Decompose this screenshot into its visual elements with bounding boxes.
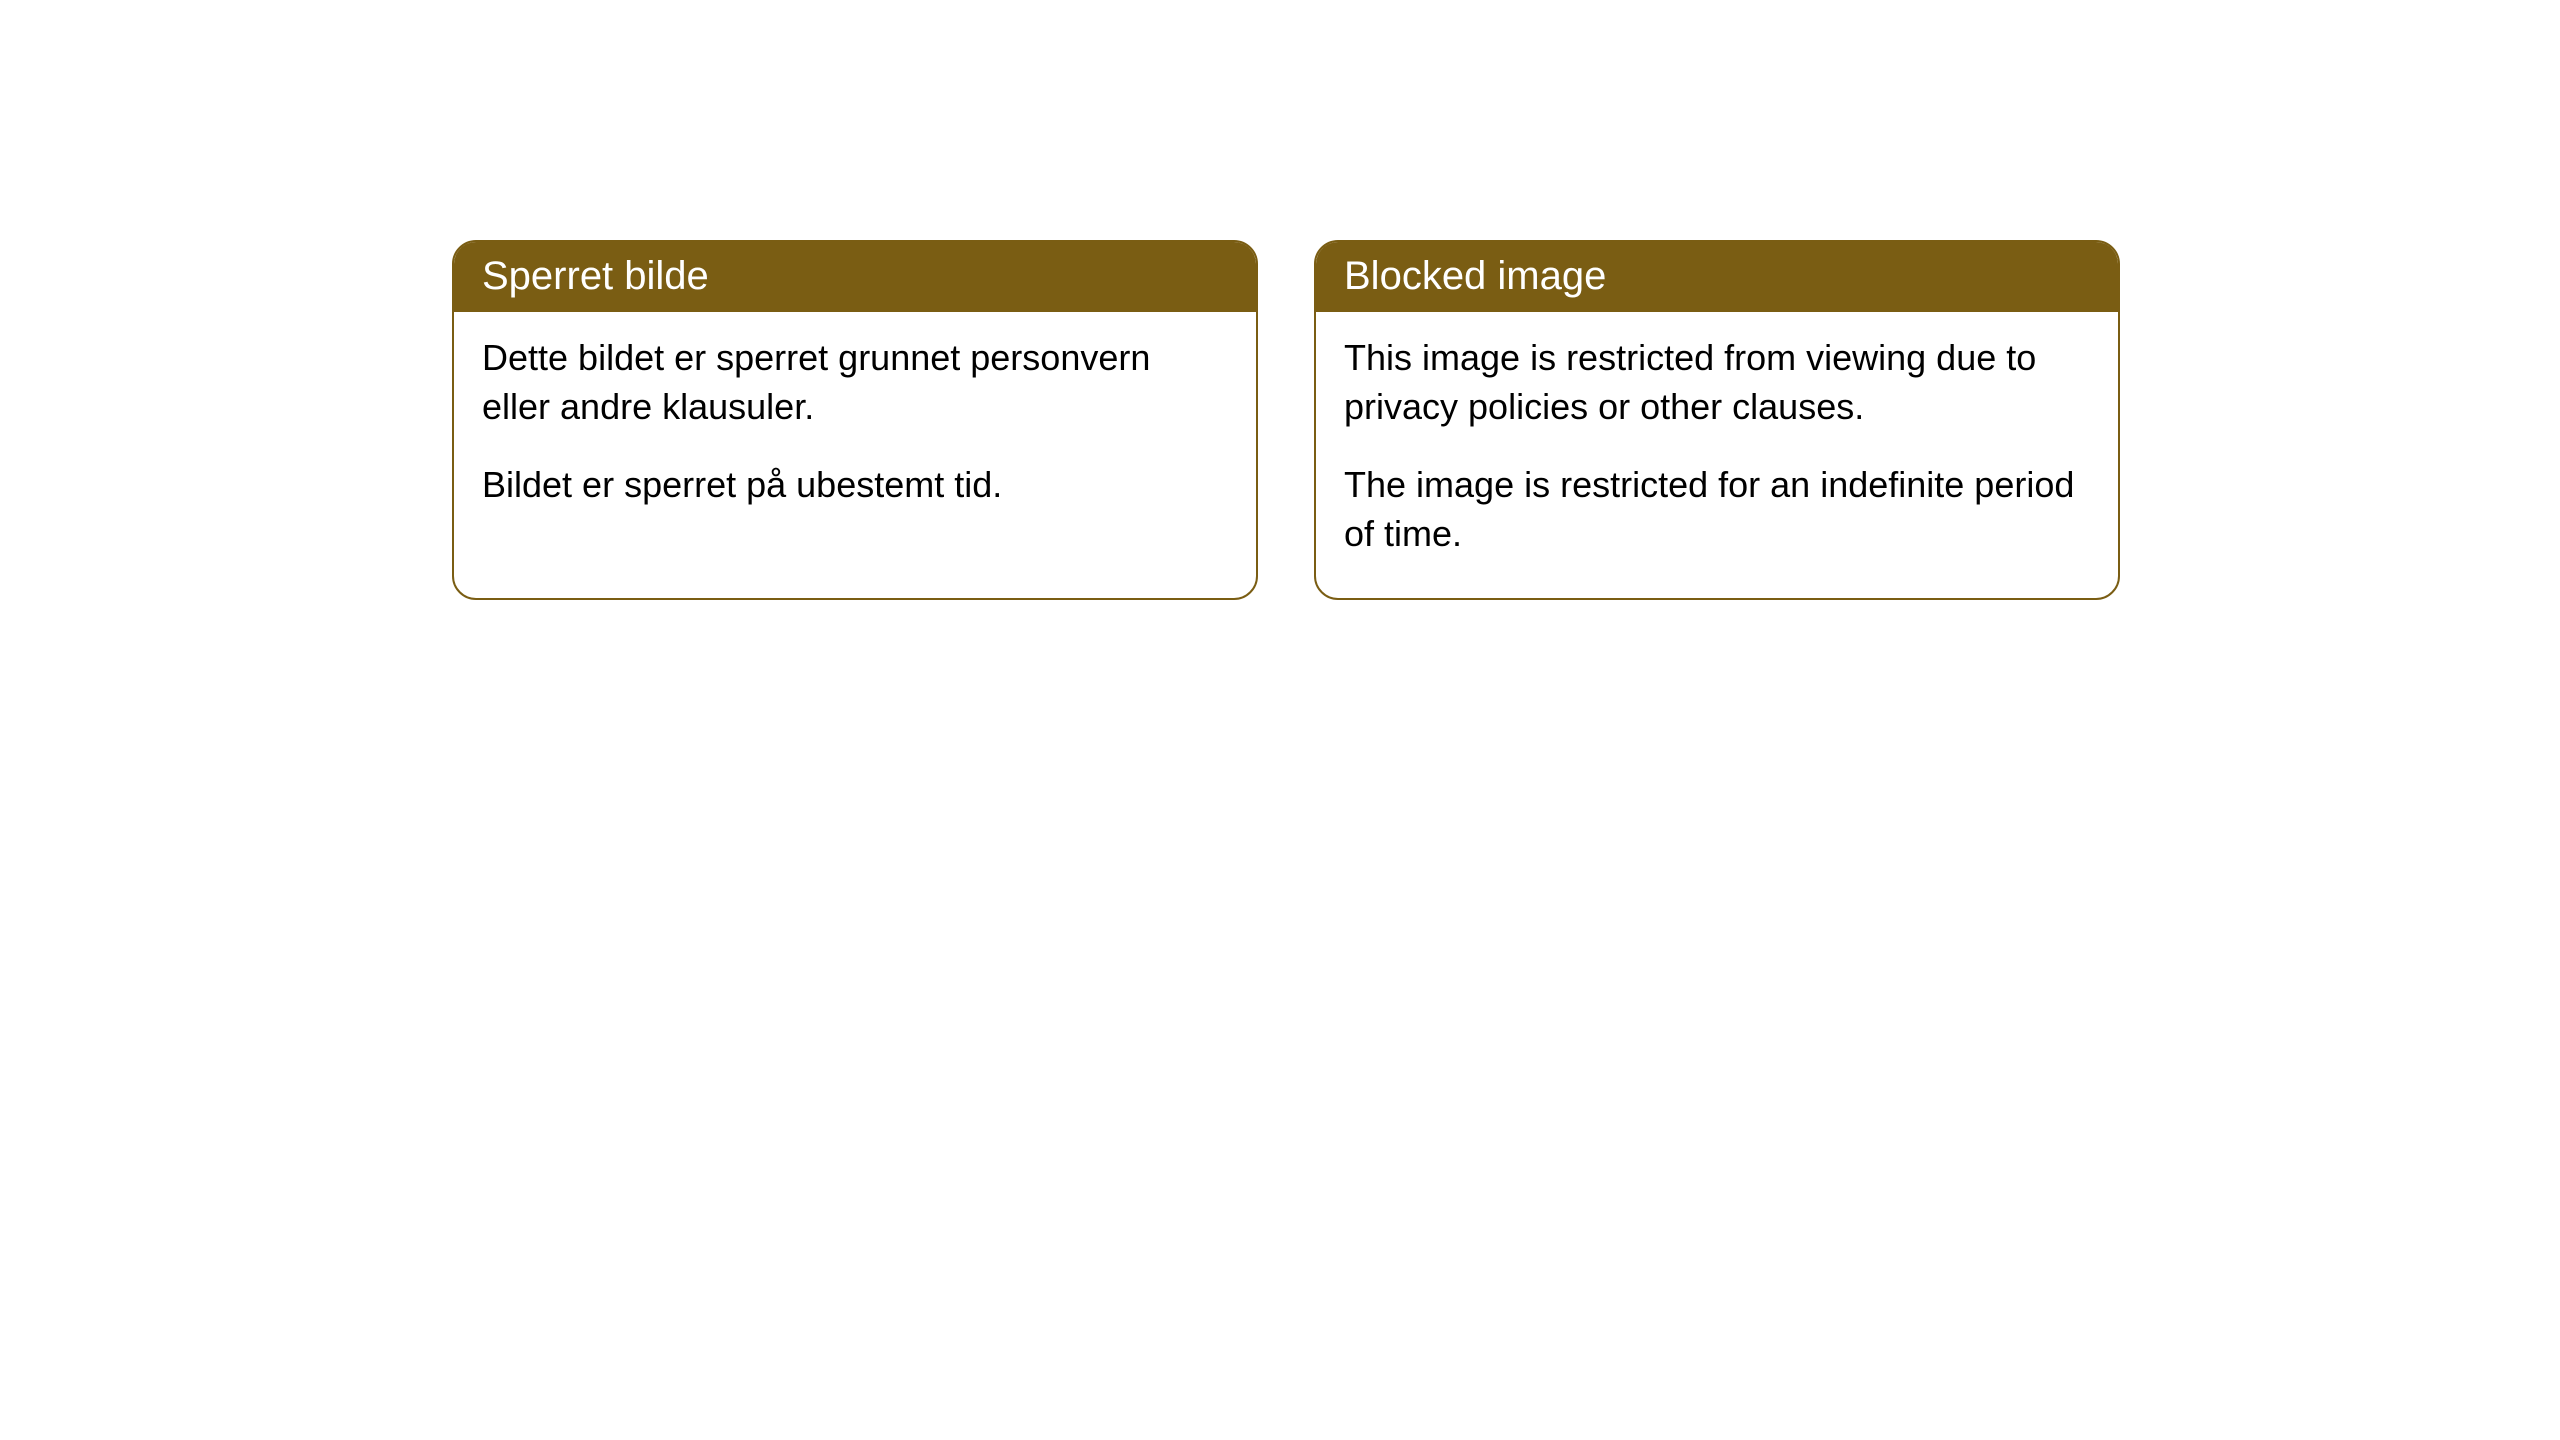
card-paragraph-2-no: Bildet er sperret på ubestemt tid.: [482, 461, 1228, 510]
blocked-image-card-en: Blocked image This image is restricted f…: [1314, 240, 2120, 600]
blocked-image-card-no: Sperret bilde Dette bildet er sperret gr…: [452, 240, 1258, 600]
card-paragraph-2-en: The image is restricted for an indefinit…: [1344, 461, 2090, 558]
card-body-en: This image is restricted from viewing du…: [1316, 312, 2118, 598]
card-paragraph-1-no: Dette bildet er sperret grunnet personve…: [482, 334, 1228, 431]
card-body-no: Dette bildet er sperret grunnet personve…: [454, 312, 1256, 550]
card-container: Sperret bilde Dette bildet er sperret gr…: [452, 240, 2120, 600]
card-header-no: Sperret bilde: [454, 242, 1256, 312]
card-header-en: Blocked image: [1316, 242, 2118, 312]
card-paragraph-1-en: This image is restricted from viewing du…: [1344, 334, 2090, 431]
